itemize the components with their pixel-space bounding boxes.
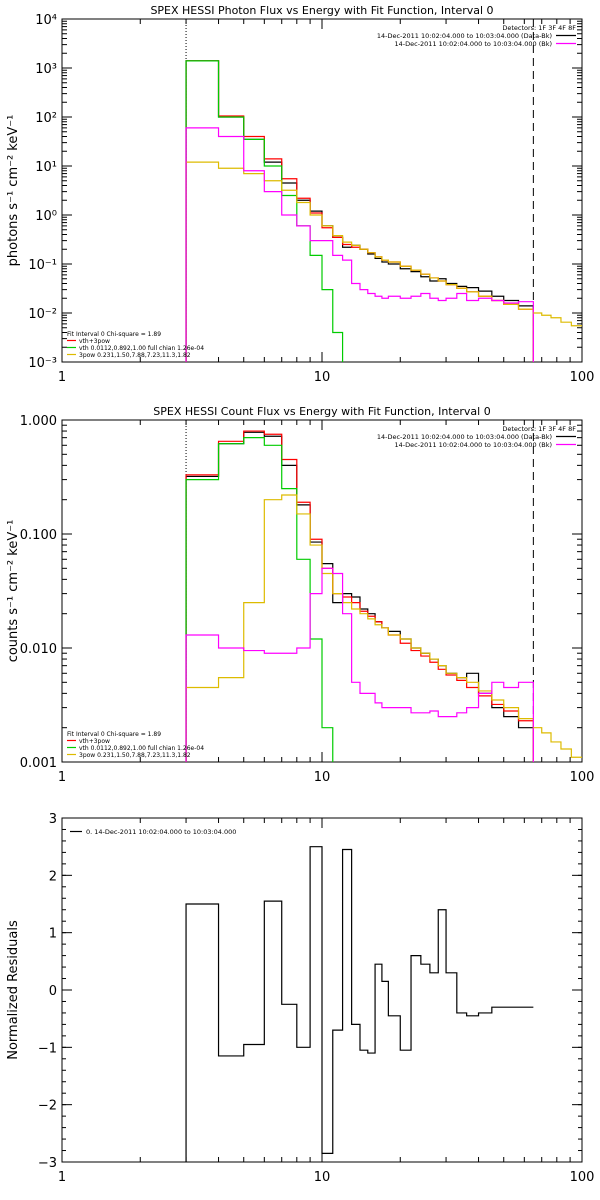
legend-text: 14-Dec-2011 10:02:04.000 to 10:03:04.000… <box>395 441 553 449</box>
x-tick-label: 10 <box>314 770 331 785</box>
legend-text: vth 0.0112,0.892,1.00 full chian 1.26e-0… <box>79 745 204 752</box>
y-tick-label: 10⁻² <box>28 307 57 322</box>
y-tick-label: 2 <box>49 869 57 884</box>
y-tick-label: 0 <box>49 984 57 999</box>
y-tick-label: 10⁴ <box>35 13 57 28</box>
legend-text: vth 0.0112,0.892,1.00 full chian 1.26e-0… <box>79 345 204 352</box>
series-group <box>185 430 582 762</box>
x-tick-label: 10 <box>314 370 331 385</box>
y-axis-label: Normalized Residuals <box>6 920 21 1060</box>
y-tick-label: −2 <box>38 1099 57 1114</box>
chart-title: SPEX HESSI Count Flux vs Energy with Fit… <box>153 405 490 418</box>
series-bk <box>185 567 534 762</box>
series-vth-3pow <box>185 60 534 362</box>
legend-text: Fit Interval 0 Chi-square = 1.89 <box>67 731 161 738</box>
y-tick-label: 1.000 <box>20 414 57 429</box>
x-tick-label: 1 <box>58 770 66 785</box>
legend-text: 0. 14-Dec-2011 10:02:04.000 to 10:03:04.… <box>86 828 236 836</box>
chart-title: SPEX HESSI Photon Flux vs Energy with Fi… <box>150 4 493 17</box>
x-tick-label: 100 <box>570 770 595 785</box>
series-data-bk <box>185 60 534 362</box>
legend-text: Fit Interval 0 Chi-square = 1.89 <box>67 331 161 338</box>
y-tick-label: 0.100 <box>20 528 57 543</box>
chart-panel-3: Normalized Residuals 1 10 100 −3 −2 −1 0 1 2 3 0. 1… <box>6 812 594 1185</box>
legend-text: vth+3pow <box>79 338 110 345</box>
y-axis-label: counts s⁻¹ cm⁻² keV⁻¹ <box>6 520 21 663</box>
legend-text: 14-Dec-2011 10:02:04.000 to 10:03:04.000… <box>395 40 553 48</box>
legend-text: Detectors: 1F 3F 4F 8F <box>502 425 576 433</box>
x-tick-label: 1 <box>58 1170 66 1185</box>
series-residuals <box>185 846 534 1162</box>
y-axis-label: photons s⁻¹ cm⁻² keV⁻¹ <box>6 115 21 267</box>
chart-panel-2: SPEX HESSI Count Flux vs Energy with Fit… <box>6 405 595 785</box>
series-3pow <box>185 161 534 362</box>
x-tick-label: 100 <box>570 1170 595 1185</box>
series-3pow <box>185 494 534 762</box>
legend-text: 3pow 0.231,1.50,7.88,7.23,11.3,1.82 <box>79 352 191 359</box>
series-vth-3pow <box>185 430 534 762</box>
y-tick-label: 10⁻³ <box>28 356 57 371</box>
chart-panel-1: SPEX HESSI Photon Flux vs Energy with Fi… <box>6 4 595 385</box>
y-tick-label: 1 <box>49 927 57 942</box>
series-3pow-extrapolation <box>533 312 582 327</box>
plot-frame <box>61 18 583 363</box>
y-tick-label: 0.010 <box>20 642 57 657</box>
series-vth <box>185 437 334 762</box>
legend-text: 14-Dec-2011 10:02:04.000 to 10:03:04.000… <box>377 32 552 40</box>
y-tick-label: 10² <box>35 111 57 126</box>
y-tick-label: 10³ <box>35 62 57 77</box>
x-tick-label: 100 <box>570 370 595 385</box>
y-tick-label: −3 <box>38 1156 57 1171</box>
y-tick-label: 0.001 <box>20 756 57 771</box>
legend-text: 14-Dec-2011 10:02:04.000 to 10:03:04.000… <box>377 433 552 441</box>
legend-text: vth+3pow <box>79 738 110 745</box>
x-tick-label: 1 <box>58 370 66 385</box>
y-tick-label: 3 <box>49 812 57 827</box>
y-tick-label: 10¹ <box>35 160 57 175</box>
y-tick-label: −1 <box>38 1041 57 1056</box>
series-group <box>185 846 534 1162</box>
legend-text: 3pow 0.231,1.50,7.88,7.23,11.3,1.82 <box>79 752 191 759</box>
legend-text: Detectors: 1F 3F 4F 8F <box>502 24 576 32</box>
x-tick-label: 10 <box>314 1170 331 1185</box>
series-bk <box>185 127 534 362</box>
y-tick-label: 10⁻¹ <box>28 258 57 273</box>
y-tick-label: 10⁰ <box>35 209 57 224</box>
series-group <box>185 60 582 362</box>
series-3pow-extrapolation <box>533 727 582 758</box>
